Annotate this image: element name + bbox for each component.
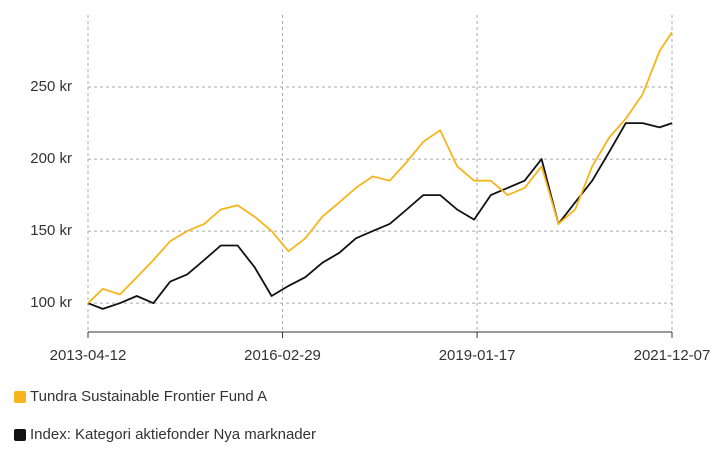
series-line bbox=[87, 122, 673, 310]
x-tick-label: 2021-12-07 bbox=[634, 347, 711, 364]
legend-swatch bbox=[14, 391, 26, 403]
x-tick-label: 2016-02-29 bbox=[244, 347, 321, 364]
legend-swatch bbox=[14, 429, 26, 441]
legend-label: Index: Kategori aktiefonder Nya marknade… bbox=[30, 426, 316, 443]
series-line bbox=[87, 31, 673, 304]
y-tick-label: 100 kr bbox=[30, 294, 72, 311]
y-tick-label: 200 kr bbox=[30, 150, 72, 167]
x-tick-label: 2019-01-17 bbox=[439, 347, 516, 364]
y-tick-label: 250 kr bbox=[30, 78, 72, 95]
legend-label: Tundra Sustainable Frontier Fund A bbox=[30, 388, 267, 405]
y-tick-label: 150 kr bbox=[30, 222, 72, 239]
x-tick-label: 2013-04-12 bbox=[50, 347, 127, 364]
